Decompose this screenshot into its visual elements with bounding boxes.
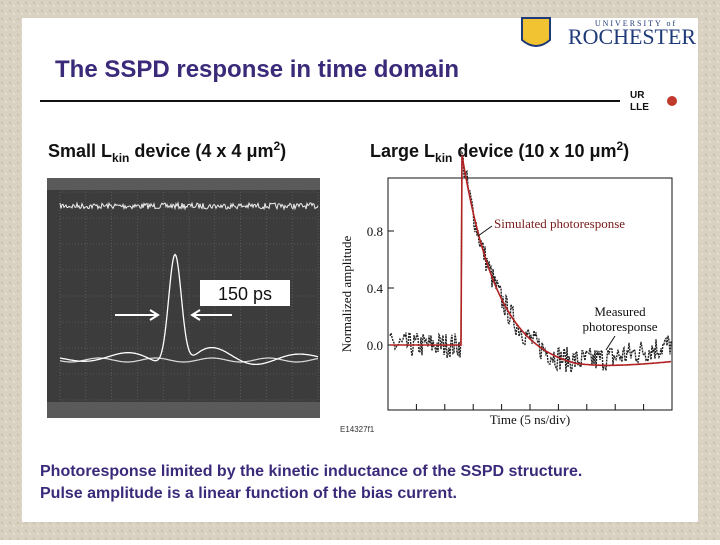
scope-channel-bar — [47, 402, 320, 418]
measured-curve — [389, 150, 672, 373]
pulse-label: 150 ps — [218, 284, 272, 304]
arrow — [190, 309, 232, 321]
heading-sub: kin — [435, 151, 452, 165]
heading-tail: device (10 x 10 μm — [452, 141, 616, 161]
lab-logo: UR LLE — [630, 90, 677, 113]
scope-status-bar — [47, 178, 320, 190]
arrow — [115, 309, 160, 321]
crest — [521, 17, 551, 47]
heading-tail: device (4 x 4 μm — [129, 141, 273, 161]
footer-line: Photoresponse limited by the kinetic ind… — [40, 463, 582, 480]
scope-trace — [59, 253, 319, 366]
heading-end: ) — [280, 141, 286, 161]
footer-line: Pulse amplitude is a linear function of … — [40, 485, 457, 502]
lab-logo-top: UR — [630, 90, 645, 101]
y-tick-label: 0.4 — [367, 281, 384, 296]
annotation-arrow — [605, 335, 616, 351]
right-heading: Large Lkin device (10 x 10 μm2) — [370, 139, 629, 165]
pulse-label-box — [200, 280, 290, 306]
y-axis-label: Normalized amplitude — [339, 235, 354, 352]
heading-lead: Small L — [48, 141, 112, 161]
annotation-simulated: Simulated photoresponse — [494, 216, 625, 231]
university-logo: UNIVERSITY of ROCHESTER — [521, 17, 696, 49]
scope-trace — [59, 201, 319, 211]
heading-sub: kin — [112, 151, 129, 165]
annotation-measured: photoresponse — [582, 319, 657, 334]
heading-sup: 2 — [616, 139, 623, 153]
figure-id: E14327f1 — [340, 425, 375, 434]
logo-top: UNIVERSITY of — [595, 19, 677, 28]
title: The SSPD response in time domain — [55, 56, 459, 83]
simulated-curve — [390, 155, 672, 367]
lab-logo-bottom: LLE — [630, 102, 649, 113]
annotation-arrow — [477, 225, 493, 237]
left-heading: Small Lkin device (4 x 4 μm2) — [48, 139, 286, 165]
heading-sup: 2 — [273, 139, 280, 153]
y-tick-label: 0.0 — [367, 338, 383, 353]
oscilloscope-image — [47, 178, 320, 418]
laser-burst — [667, 96, 677, 106]
heading-lead: Large L — [370, 141, 435, 161]
y-tick-label: 0.8 — [367, 224, 383, 239]
annotation-measured: Measured — [594, 304, 646, 319]
x-axis-label: Time (5 ns/div) — [490, 412, 570, 427]
heading-end: ) — [623, 141, 629, 161]
photoresponse-figure: 0.8 0.4 0.0 — [367, 150, 673, 411]
logo-main: ROCHESTER — [568, 24, 696, 49]
